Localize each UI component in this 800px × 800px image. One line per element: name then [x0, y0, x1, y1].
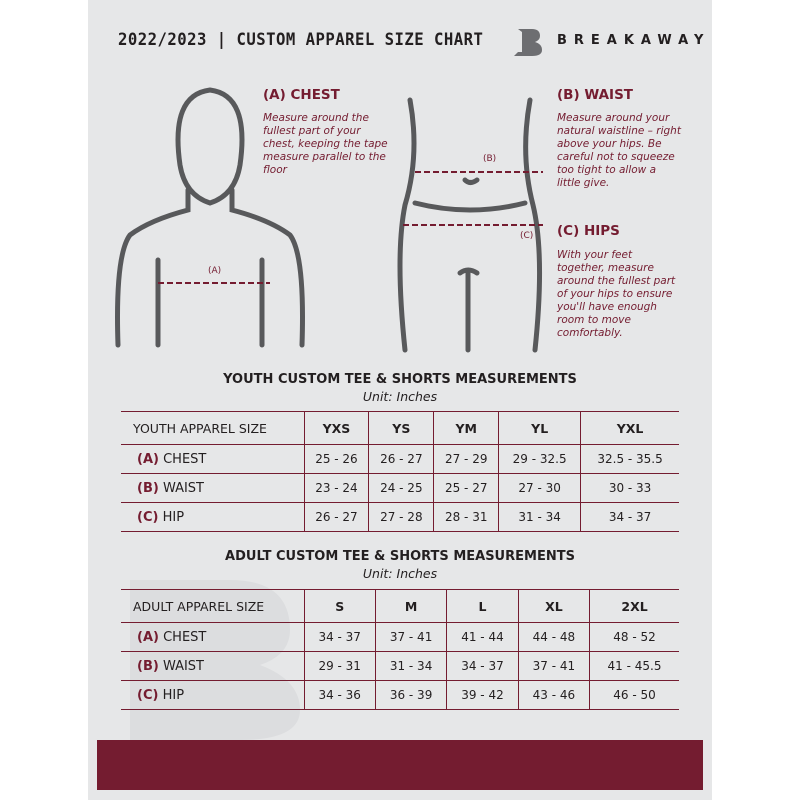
row-label: (B) WAIST [121, 651, 304, 681]
chest-description: Measure around the fullest part of your … [263, 112, 388, 176]
cell: 41 - 44 [446, 622, 519, 652]
cell: 29 - 32.5 [498, 444, 581, 474]
waist-heading: (B) WAIST [557, 87, 634, 103]
table-row: (B) WAIST 23 - 24 24 - 25 25 - 27 27 - 30 30 … [121, 473, 679, 503]
adult-unit: Unit: Inches [362, 566, 438, 581]
table-header-row: ADULT APPAREL SIZE S M L XL 2XL [121, 589, 679, 623]
cell: 41 - 45.5 [589, 651, 679, 681]
row-label: (C) HIP [121, 680, 304, 710]
cell: 37 - 41 [517, 651, 590, 681]
hips-marker: (C) [520, 231, 534, 241]
cell: 34 - 37 [580, 502, 679, 532]
cell: 25 - 27 [433, 473, 499, 503]
size-header: S [303, 589, 376, 623]
hips-heading: (C) HIPS [557, 223, 620, 239]
youth-section-title: YOUTH CUSTOM TEE & SHORTS MEASUREMENTS [223, 372, 577, 387]
cell: 24 - 25 [368, 473, 434, 503]
adult-size-table: ADULT APPAREL SIZE S M L XL 2XL (A) CHES… [121, 589, 679, 710]
cell: 25 - 26 [303, 444, 369, 474]
cell: 27 - 29 [433, 444, 499, 474]
cell: 29 - 31 [303, 651, 376, 681]
lower-body-figure [397, 97, 543, 353]
row-label: (C) HIP [121, 502, 304, 532]
size-header: YXS [303, 411, 369, 445]
cell: 31 - 34 [498, 502, 581, 532]
table-row: (A) CHEST 25 - 26 26 - 27 27 - 29 29 - 32.5 3… [121, 444, 679, 474]
size-header: XL [517, 589, 590, 623]
row-label: (B) WAIST [121, 473, 304, 503]
cell: 34 - 37 [446, 651, 519, 681]
cell: 31 - 34 [374, 651, 447, 681]
chest-marker: (A) [208, 266, 222, 276]
size-header: YM [433, 411, 499, 445]
youth-size-table: YOUTH APPAREL SIZE YXS YS YM YL YXL (A) … [121, 411, 679, 532]
youth-unit: Unit: Inches [362, 389, 438, 404]
cell: 23 - 24 [303, 473, 369, 503]
cell: 26 - 27 [368, 444, 434, 474]
size-header: L [446, 589, 519, 623]
cell: 27 - 30 [498, 473, 581, 503]
cell: 34 - 36 [303, 680, 376, 710]
cell: 43 - 46 [517, 680, 590, 710]
cell: 46 - 50 [589, 680, 679, 710]
table-header-row: YOUTH APPAREL SIZE YXS YS YM YL YXL [121, 411, 679, 445]
cell: 44 - 48 [517, 622, 590, 652]
cell: 32.5 - 35.5 [580, 444, 679, 474]
row-label: (A) CHEST [121, 444, 304, 474]
cell: 36 - 39 [374, 680, 447, 710]
upper-body-figure [115, 87, 305, 348]
cell: 27 - 28 [368, 502, 434, 532]
cell: 39 - 42 [446, 680, 519, 710]
brand-name: BREAKAWAY [557, 33, 711, 48]
adult-section-title: ADULT CUSTOM TEE & SHORTS MEASUREMENTS [225, 549, 575, 564]
chest-heading: (A) CHEST [263, 87, 340, 103]
cell: 48 - 52 [589, 622, 679, 652]
cell: 26 - 27 [303, 502, 369, 532]
size-header: M [374, 589, 447, 623]
cell: 34 - 37 [303, 622, 376, 652]
breakaway-logo-icon [514, 29, 542, 56]
table-row: (C) HIP 26 - 27 27 - 28 28 - 31 31 - 34 34 - … [121, 502, 679, 532]
cell: 30 - 33 [580, 473, 679, 503]
footer-band [97, 740, 703, 790]
row-label: (A) CHEST [121, 622, 304, 652]
cell: 37 - 41 [374, 622, 447, 652]
hips-description: With your feet together, measure around … [557, 249, 676, 339]
waist-description: Measure around your natural waistline – … [557, 112, 681, 189]
size-label: YOUTH APPAREL SIZE [121, 411, 304, 445]
table-row: (B) WAIST 29 - 31 31 - 34 34 - 37 37 - 41 41 … [121, 651, 679, 681]
page-title: 2022/2023 | CUSTOM APPAREL SIZE CHART [118, 30, 484, 50]
table-row: (C) HIP 34 - 36 36 - 39 39 - 42 43 - 46 46 - … [121, 680, 679, 710]
size-header: YL [498, 411, 581, 445]
waist-marker: (B) [483, 154, 497, 164]
size-label: ADULT APPAREL SIZE [121, 589, 304, 623]
size-header: 2XL [589, 589, 679, 623]
size-header: YS [368, 411, 434, 445]
size-header: YXL [580, 411, 679, 445]
table-row: (A) CHEST 34 - 37 37 - 41 41 - 44 44 - 48 48 … [121, 622, 679, 652]
cell: 28 - 31 [433, 502, 499, 532]
